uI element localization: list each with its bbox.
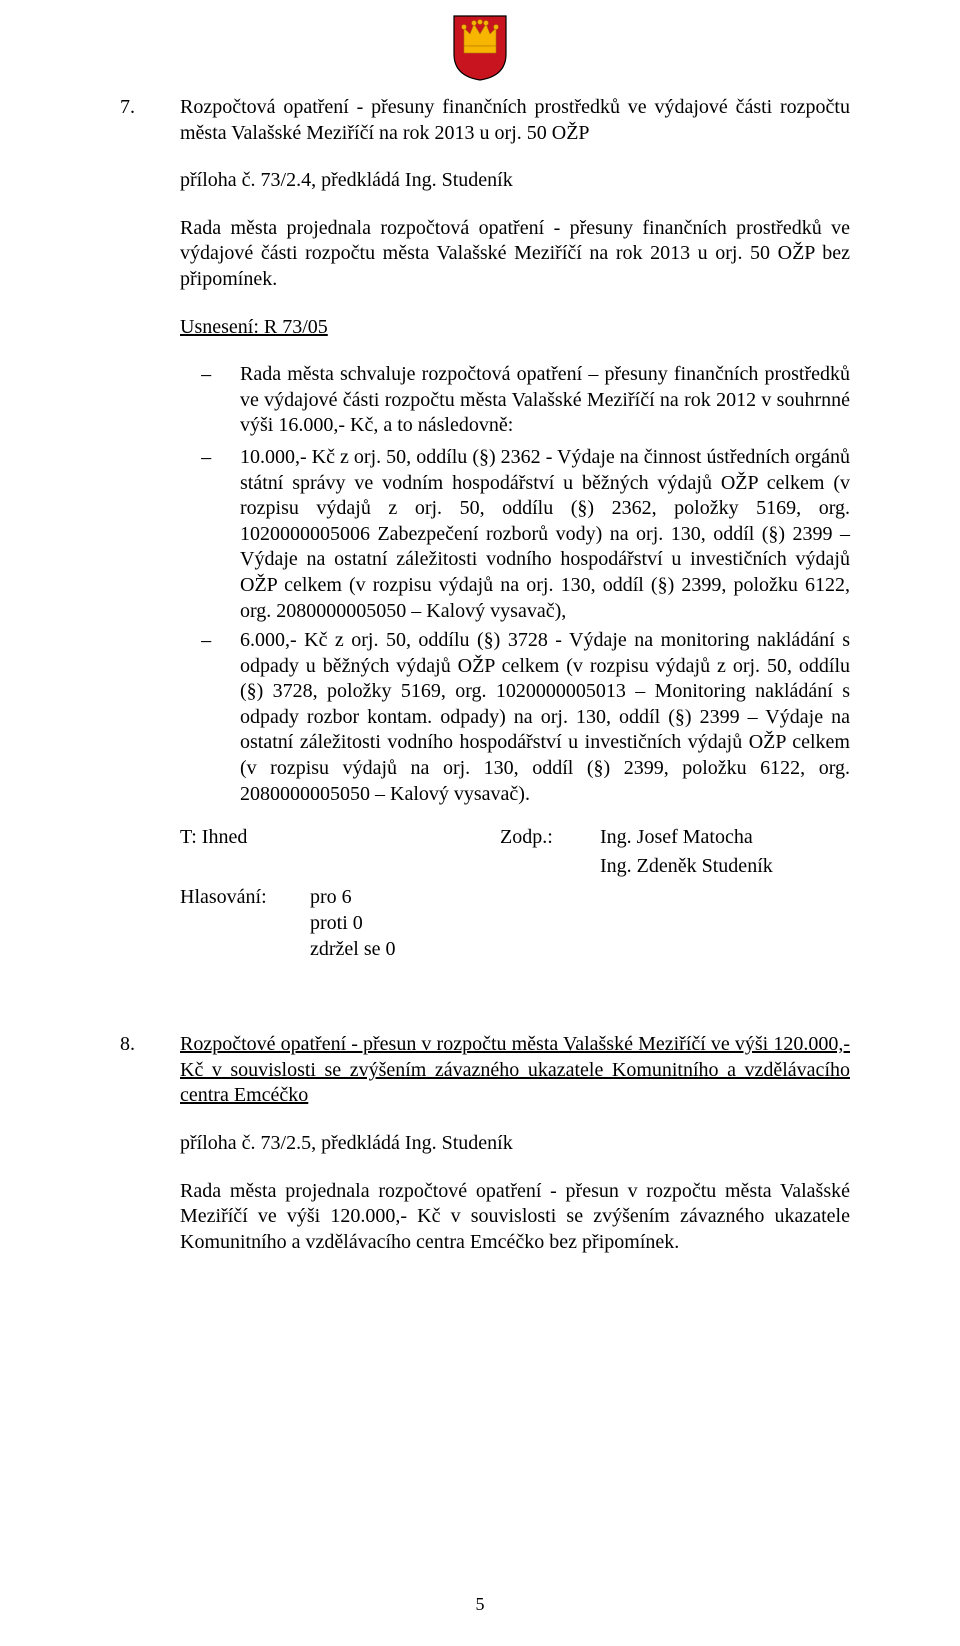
item-number-8: 8. xyxy=(120,1032,180,1255)
item7-sub2: 6.000,- Kč z orj. 50, oddílu (§) 3728 - … xyxy=(180,628,850,807)
item7-bullet-main: Rada města schvaluje rozpočtová opatření… xyxy=(180,362,850,807)
item-number-7: 7. xyxy=(120,95,180,1002)
item7-resp2: Ing. Zdeněk Studeník xyxy=(600,854,850,880)
item8-appendix: příloha č. 73/2.5, předkládá Ing. Studen… xyxy=(180,1131,850,1157)
item7-vote-for: pro 6 xyxy=(310,885,352,911)
item7-term: T: Ihned xyxy=(180,825,500,851)
item7-discussion: Rada města projednala rozpočtová opatřen… xyxy=(180,216,850,293)
page-number: 5 xyxy=(476,1593,485,1616)
item7-appendix: příloha č. 73/2.4, předkládá Ing. Studen… xyxy=(180,168,850,194)
item7-resp-label: Zodp.: xyxy=(500,825,600,851)
item7-vote-against: proti 0 xyxy=(310,911,363,937)
shield-crest xyxy=(452,10,508,90)
item7-bullet-main-text: Rada města schvaluje rozpočtová opatření… xyxy=(240,363,850,436)
item7-vote-label: Hlasování: xyxy=(180,885,310,911)
item7-title: Rozpočtová opatření - přesuny finančních… xyxy=(180,95,850,146)
item8-title: Rozpočtové opatření - přesun v rozpočtu … xyxy=(180,1032,850,1109)
item7-sub1: 10.000,- Kč z orj. 50, oddílu (§) 2362 -… xyxy=(180,445,850,624)
item7-resolution-label: Usnesení: R 73/05 xyxy=(180,316,328,338)
item8-discussion: Rada města projednala rozpočtové opatřen… xyxy=(180,1179,850,1256)
item7-vote-abstain: zdržel se 0 xyxy=(310,937,396,963)
item7-resp1: Ing. Josef Matocha xyxy=(600,825,850,851)
